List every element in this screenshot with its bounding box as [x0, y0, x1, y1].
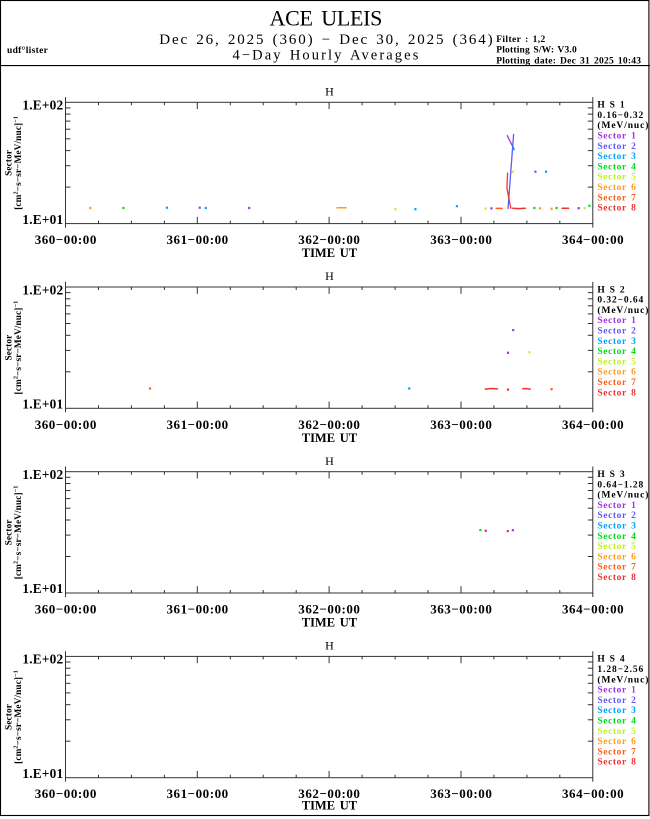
svg-text:H S 1: H S 1: [597, 101, 625, 111]
svg-text:Sector 7: Sector 7: [597, 378, 636, 388]
svg-text:361−00:00: 361−00:00: [167, 602, 229, 617]
svg-text:Sector: Sector: [5, 150, 15, 176]
svg-text:Sector 2: Sector 2: [597, 696, 636, 706]
svg-text:Sector 6: Sector 6: [597, 737, 636, 747]
svg-text:TIME UT: TIME UT: [302, 616, 358, 630]
svg-text:362−00:00: 362−00:00: [298, 232, 360, 247]
svg-text:Sector: Sector: [5, 335, 15, 361]
svg-text:Sector 7: Sector 7: [597, 563, 636, 573]
svg-text:4−Day Hourly Averages: 4−Day Hourly Averages: [233, 48, 421, 64]
svg-text:Sector 1: Sector 1: [597, 316, 636, 326]
svg-text:363−00:00: 363−00:00: [430, 602, 492, 617]
svg-text:Sector 7: Sector 7: [597, 747, 636, 757]
svg-text:1.E+02: 1.E+02: [22, 282, 63, 297]
svg-text:362−00:00: 362−00:00: [298, 602, 360, 617]
svg-text:[cm2−s−sr−MeV/nuc]−1: [cm2−s−sr−MeV/nuc]−1: [12, 670, 23, 764]
svg-text:Sector 8: Sector 8: [597, 758, 636, 768]
svg-text:(MeV/nuc): (MeV/nuc): [597, 120, 649, 131]
svg-text:udf°lister: udf°lister: [7, 45, 49, 56]
svg-text:Sector 8: Sector 8: [597, 573, 636, 583]
svg-text:Sector 2: Sector 2: [597, 142, 636, 152]
svg-text:[cm2−s−sr−MeV/nuc]−1: [cm2−s−sr−MeV/nuc]−1: [12, 486, 23, 580]
svg-text:Sector 2: Sector 2: [597, 511, 636, 521]
svg-text:Sector 5: Sector 5: [597, 173, 636, 183]
svg-text:TIME UT: TIME UT: [302, 799, 358, 813]
svg-text:Sector 5: Sector 5: [597, 357, 636, 367]
svg-text:Sector 7: Sector 7: [597, 193, 636, 203]
svg-text:363−00:00: 363−00:00: [430, 786, 492, 801]
svg-text:[cm2−s−sr−MeV/nuc]−1: [cm2−s−sr−MeV/nuc]−1: [12, 301, 23, 395]
svg-text:H: H: [325, 269, 334, 283]
svg-text:Sector: Sector: [5, 704, 15, 730]
svg-text:Sector 3: Sector 3: [597, 337, 636, 347]
svg-text:(MeV/nuc): (MeV/nuc): [597, 305, 649, 316]
svg-text:Sector: Sector: [5, 519, 15, 545]
svg-text:Plotting S/W: V3.0: Plotting S/W: V3.0: [496, 45, 577, 55]
svg-text:362−00:00: 362−00:00: [298, 417, 360, 432]
svg-text:1.28−2.56: 1.28−2.56: [597, 665, 644, 675]
svg-text:1.E+01: 1.E+01: [22, 212, 63, 227]
svg-text:Sector 4: Sector 4: [597, 347, 636, 357]
svg-text:H S 3: H S 3: [597, 470, 625, 480]
svg-text:H: H: [325, 454, 334, 468]
svg-text:Sector 8: Sector 8: [597, 388, 636, 398]
svg-text:1.E+02: 1.E+02: [22, 652, 63, 667]
svg-text:1.E+01: 1.E+01: [22, 766, 63, 781]
svg-text:Plotting date: Dec 31 2025 10:: Plotting date: Dec 31 2025 10:43: [496, 56, 641, 66]
svg-text:(MeV/nuc): (MeV/nuc): [597, 674, 649, 685]
svg-text:Sector 6: Sector 6: [597, 183, 636, 193]
svg-text:Sector 8: Sector 8: [597, 204, 636, 214]
svg-text:364−00:00: 364−00:00: [562, 232, 624, 247]
svg-text:TIME UT: TIME UT: [302, 246, 358, 260]
svg-text:Sector 6: Sector 6: [597, 368, 636, 378]
svg-text:Dec 26, 2025 (360) − Dec 30, 2: Dec 26, 2025 (360) − Dec 30, 2025 (364): [159, 32, 494, 48]
svg-text:TIME UT: TIME UT: [302, 431, 358, 445]
svg-text:364−00:00: 364−00:00: [562, 602, 624, 617]
svg-text:0.16−0.32: 0.16−0.32: [597, 111, 644, 121]
svg-text:Sector 5: Sector 5: [597, 542, 636, 552]
svg-text:364−00:00: 364−00:00: [562, 786, 624, 801]
svg-text:362−00:00: 362−00:00: [298, 786, 360, 801]
svg-text:1.E+02: 1.E+02: [22, 98, 63, 113]
svg-text:Sector 1: Sector 1: [597, 501, 636, 511]
svg-text:H S 4: H S 4: [597, 655, 625, 665]
svg-text:[cm2−s−sr−MeV/nuc]−1: [cm2−s−sr−MeV/nuc]−1: [12, 116, 23, 210]
svg-text:360−00:00: 360−00:00: [35, 602, 97, 617]
svg-text:Sector 3: Sector 3: [597, 152, 636, 162]
svg-text:363−00:00: 363−00:00: [430, 232, 492, 247]
svg-text:363−00:00: 363−00:00: [430, 417, 492, 432]
svg-text:(MeV/nuc): (MeV/nuc): [597, 490, 649, 501]
svg-text:0.64−1.28: 0.64−1.28: [597, 480, 644, 490]
svg-text:360−00:00: 360−00:00: [35, 232, 97, 247]
svg-text:361−00:00: 361−00:00: [167, 417, 229, 432]
svg-text:360−00:00: 360−00:00: [35, 786, 97, 801]
svg-text:Filter : 1,2: Filter : 1,2: [496, 35, 546, 45]
svg-text:Sector 3: Sector 3: [597, 706, 636, 716]
svg-text:361−00:00: 361−00:00: [167, 786, 229, 801]
svg-text:ACE ULEIS: ACE ULEIS: [270, 5, 383, 30]
svg-text:0.32−0.64: 0.32−0.64: [597, 296, 644, 306]
svg-text:Sector 6: Sector 6: [597, 552, 636, 562]
svg-text:H S 2: H S 2: [597, 285, 625, 295]
svg-text:Sector 1: Sector 1: [597, 686, 636, 696]
svg-text:Sector 3: Sector 3: [597, 522, 636, 532]
svg-text:Sector 4: Sector 4: [597, 717, 636, 727]
svg-text:Sector 4: Sector 4: [597, 532, 636, 542]
svg-text:364−00:00: 364−00:00: [562, 417, 624, 432]
svg-text:Sector 2: Sector 2: [597, 327, 636, 337]
svg-text:1.E+01: 1.E+01: [22, 581, 63, 596]
svg-text:H: H: [325, 84, 334, 98]
svg-text:360−00:00: 360−00:00: [35, 417, 97, 432]
svg-text:H: H: [325, 639, 334, 653]
svg-text:361−00:00: 361−00:00: [167, 232, 229, 247]
svg-text:Sector 1: Sector 1: [597, 132, 636, 142]
svg-text:1.E+02: 1.E+02: [22, 467, 63, 482]
svg-text:1.E+01: 1.E+01: [22, 397, 63, 412]
svg-text:Sector 5: Sector 5: [597, 727, 636, 737]
svg-text:Sector 4: Sector 4: [597, 162, 636, 172]
